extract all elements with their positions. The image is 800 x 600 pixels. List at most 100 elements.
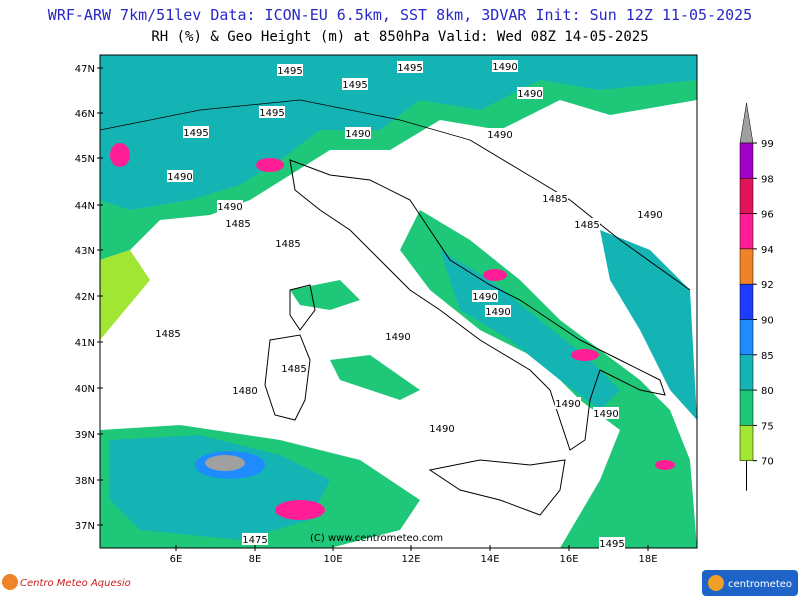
- lon-label: 14E: [480, 554, 499, 565]
- contour-label-bg: [555, 397, 581, 409]
- contour-label-bg: [232, 384, 258, 396]
- colorbar-band: [739, 319, 754, 356]
- right-logo: centrometeo: [702, 570, 798, 596]
- contour-label-bg: [397, 61, 423, 73]
- contour-label: 1495: [183, 128, 208, 139]
- contour-label: 1490: [485, 307, 510, 318]
- colorbar-label: 96: [761, 210, 774, 221]
- map-frame: [99, 54, 698, 549]
- contour-label: 1495: [397, 63, 422, 74]
- contour-label: 1475: [242, 535, 267, 546]
- coastline-corsica: [289, 284, 316, 331]
- lat-label: 43N: [75, 246, 95, 257]
- colorbar-band: [739, 213, 754, 250]
- contour-label-bg: [472, 290, 498, 302]
- rh-area: [655, 460, 675, 470]
- colorbar-label: 99: [761, 139, 774, 150]
- lat-label: 45N: [75, 154, 95, 165]
- lon-label: 6E: [170, 554, 183, 565]
- contour-label: 1490: [345, 129, 370, 140]
- colorbar-label: 75: [761, 421, 774, 432]
- contour-label: 1480: [232, 386, 257, 397]
- lat-label: 37N: [75, 521, 95, 532]
- contour-label-bg: [637, 208, 663, 220]
- colorbar-label: 92: [761, 280, 774, 291]
- lat-label: 41N: [75, 338, 95, 349]
- logo-box: [702, 570, 798, 596]
- rh-area: [330, 355, 420, 400]
- colorbar-label: 70: [761, 457, 774, 468]
- rh-area: [571, 349, 599, 361]
- contour-label: 1485: [574, 220, 599, 231]
- title-line2: RH (%) & Geo Height (m) at 850hPa Valid:…: [151, 29, 648, 45]
- contour-label-bg: [345, 127, 371, 139]
- colorbar-label: 80: [761, 386, 774, 397]
- colorbar-band: [739, 389, 754, 426]
- contour-label-bg: [277, 64, 303, 76]
- contour-label: 1495: [599, 539, 624, 550]
- lon-label: 12E: [401, 554, 420, 565]
- contour-label: 1490: [429, 424, 454, 435]
- contour-label: 1485: [275, 239, 300, 250]
- rh-area: [100, 55, 697, 210]
- coastline-balkans: [469, 139, 691, 291]
- contour-label-bg: [487, 128, 513, 140]
- contour-label: 1490: [217, 202, 242, 213]
- contour-label: 1485: [155, 329, 180, 340]
- contour-label-bg: [385, 330, 411, 342]
- rh-area: [205, 455, 245, 471]
- lon-label: 16E: [559, 554, 578, 565]
- contour-label: 1490: [637, 210, 662, 221]
- contour-label: 1490: [472, 292, 497, 303]
- left-logo: Centro Meteo Aquesio: [2, 574, 131, 590]
- contour-label-bg: [183, 126, 209, 138]
- lat-label: 47N: [75, 64, 95, 75]
- contour-label-bg: [599, 537, 625, 549]
- colorbar: 99 98 96 94 92 90 85 80 75 70: [739, 102, 774, 491]
- contour-label: 1495: [259, 108, 284, 119]
- contour-label-bg: [225, 217, 251, 229]
- lat-label: 46N: [75, 109, 95, 120]
- contour-label: 1485: [542, 194, 567, 205]
- contour-label-bg: [259, 106, 285, 118]
- colorbar-band: [739, 142, 754, 179]
- contour-label-bg: [342, 78, 368, 90]
- lat-label: 42N: [75, 292, 95, 303]
- colorbar-band: [739, 248, 754, 285]
- border: [99, 99, 471, 141]
- logo-icon: [708, 575, 724, 591]
- contour-label-bg: [429, 422, 455, 434]
- lat-label: 39N: [75, 430, 95, 441]
- coastline-sardinia: [264, 334, 311, 421]
- contour-label-bg: [593, 407, 619, 419]
- coastline-italy: [289, 159, 666, 451]
- lat-label: 44N: [75, 201, 95, 212]
- rh-area: [256, 158, 284, 172]
- contour-label: 1485: [281, 364, 306, 375]
- contour-label-bg: [281, 362, 307, 374]
- colorbar-band: [739, 283, 754, 320]
- colorbar-label: 98: [761, 174, 774, 185]
- contour-label-bg: [155, 327, 181, 339]
- colorbar-band: [739, 178, 754, 214]
- contour-label: 1490: [167, 172, 192, 183]
- contour-label-bg: [517, 87, 543, 99]
- lon-label: 8E: [249, 554, 262, 565]
- rh-area: [110, 143, 130, 167]
- contour-label: 1485: [225, 219, 250, 230]
- contour-label-bg: [242, 533, 268, 545]
- lat-label: 40N: [75, 384, 95, 395]
- rh-area: [100, 250, 150, 340]
- colorbar-label: 94: [761, 245, 774, 256]
- colorbar-label: 90: [761, 316, 774, 327]
- rh-area: [275, 500, 325, 520]
- contour-label-bg: [574, 218, 600, 230]
- colorbar-label: 85: [761, 351, 774, 362]
- logo-icon: [2, 574, 18, 590]
- coastline-sicily: [428, 459, 566, 516]
- contour-label: 1490: [555, 399, 580, 410]
- contour-label-bg: [485, 305, 511, 317]
- contour-label-bg: [492, 60, 518, 72]
- lat-label: 38N: [75, 476, 95, 487]
